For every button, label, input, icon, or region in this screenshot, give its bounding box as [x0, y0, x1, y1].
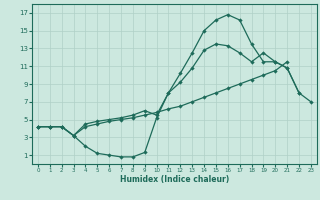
X-axis label: Humidex (Indice chaleur): Humidex (Indice chaleur): [120, 175, 229, 184]
